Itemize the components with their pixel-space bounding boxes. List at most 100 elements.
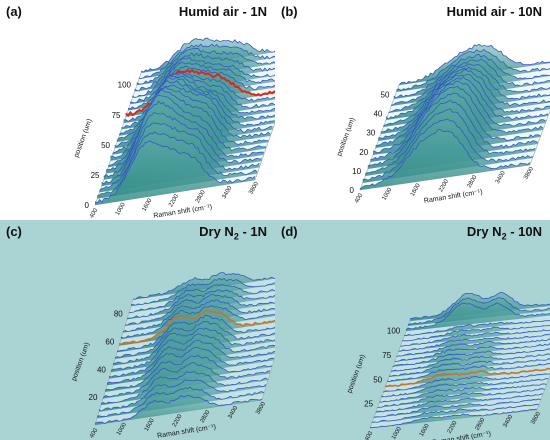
spectrum-line-c-17 <box>128 284 275 314</box>
spectrum-line-b-7 <box>378 76 549 139</box>
spectrum-line-d-14 <box>396 338 550 357</box>
spectrum-fill-d-3 <box>375 393 543 413</box>
y-tick-label-d-0: 25 <box>364 400 373 409</box>
spectrum-line-d-21 <box>409 292 550 319</box>
y-tick-label-a-2: 50 <box>101 141 110 150</box>
spectrum-line-c-13 <box>120 305 275 339</box>
spectrum-line-c-18 <box>130 277 275 306</box>
y-tick-label-c-1: 40 <box>97 365 106 374</box>
spectrum-line-b-6 <box>375 80 546 147</box>
x-tick-label-c-0: 400 <box>89 427 100 439</box>
x-tick-label-c-5: 3400 <box>227 405 239 420</box>
spectrum-line-a-0 <box>94 140 256 204</box>
spectrum-line-a-3 <box>101 112 262 185</box>
spectrum-line-c-2 <box>98 379 267 412</box>
spectrum-line-c-5 <box>104 354 273 391</box>
spectrum-line-a-18 <box>134 52 275 92</box>
waterfall-plot-c: 20 40 60 80 position (um) 400 1000 1600 2200 2800… <box>71 272 275 440</box>
spectrum-line-d-5 <box>379 383 547 403</box>
spectrum-fill-d-15 <box>398 334 550 352</box>
spectrum-line-b-2 <box>365 108 536 175</box>
x-tick-label-c-3: 2200 <box>172 413 184 428</box>
x-tick-label-d-1: 1000 <box>391 426 403 440</box>
spectrum-line-a-19 <box>136 47 275 85</box>
spectrum-fill-d-4 <box>377 388 545 408</box>
spectrum-fill-d-6 <box>381 378 549 398</box>
spectrum-line-d-10 <box>388 358 550 377</box>
y-tick-label-d-2: 75 <box>382 351 391 360</box>
spectrum-line-d-0 <box>369 408 538 429</box>
panel-title-d-sub: 2 <box>501 231 507 242</box>
x-tick-label-d-3: 2200 <box>447 420 459 435</box>
spectrum-line-d-17 <box>402 325 550 342</box>
panel-label-d: (d) <box>281 224 298 239</box>
y-tick-label-c-0: 20 <box>89 393 98 402</box>
y-tick-label-a-1: 25 <box>91 171 100 180</box>
spectrum-line-c-7 <box>108 339 275 378</box>
x-tick-label-a-2: 1600 <box>142 197 154 212</box>
spectrum-line-c-6 <box>106 346 275 384</box>
panel-title-b: Humid air - 10N <box>447 4 542 19</box>
y-axis-label-b: position (um) <box>336 117 356 157</box>
spectrum-line-a-16 <box>130 61 275 104</box>
x-tick-label-c-2: 1600 <box>144 417 156 432</box>
y-tick-label-b-2: 20 <box>359 148 368 157</box>
spectrum-fill-c-0 <box>95 395 262 425</box>
spectrum-line-c-19 <box>132 272 275 300</box>
panel-c: 20 40 60 80 position (um) 400 1000 1600 2200 2800… <box>0 220 275 440</box>
y-tick-label-c-3: 80 <box>114 310 123 319</box>
spectrum-line-d-15 <box>398 333 550 352</box>
spectrum-fill-d-13 <box>394 343 550 362</box>
waterfall-plot-b: 0 10 20 30 40 50 position (um) 400 1000 1600 2200 2… <box>336 43 550 205</box>
x-tick-label-a-0: 400 <box>89 207 100 219</box>
y-tick-label-d-3: 100 <box>387 327 401 336</box>
panel-title-d: Dry N2 - 10N <box>467 224 542 242</box>
panel-b: 0 10 20 30 40 50 position (um) 400 1000 1600 2200 2… <box>275 0 550 220</box>
spectrum-line-d-3 <box>375 393 543 413</box>
x-tick-label-d-5: 3400 <box>502 414 514 429</box>
spectrum-line-d-8 <box>385 367 550 388</box>
spectrum-fill-a-0 <box>95 140 255 205</box>
spectrum-line-c-16 <box>126 289 275 319</box>
spectrum-line-c-12 <box>118 309 275 345</box>
y-tick-label-b-5: 50 <box>381 91 390 100</box>
spectrum-line-a-21 <box>141 37 275 73</box>
y-tick-label-b-4: 40 <box>373 110 382 119</box>
panel-title-d-main: Dry N <box>466 224 502 239</box>
y-tick-label-c-2: 60 <box>105 337 114 346</box>
spectrum-line-b-13 <box>393 53 550 99</box>
x-tick-label-d-2: 1600 <box>419 423 431 438</box>
x-tick-label-b-4: 2800 <box>467 174 479 189</box>
spectrum-line-d-1 <box>371 403 539 423</box>
x-axis-label-c: Raman shift (cm⁻¹) <box>157 424 217 440</box>
x-tick-label-b-2: 1600 <box>410 182 422 197</box>
x-axis-label-d: Raman shift (cm⁻¹) <box>432 431 492 440</box>
spectrum-line-c-11 <box>116 314 275 352</box>
spectrum-fill-d-18 <box>404 320 550 337</box>
waterfall-plot-d: 25 50 75 100 position (um) 400 1000 1600 2200 280… <box>346 292 550 440</box>
panel-title-b-text: Humid air - 10N <box>446 4 542 19</box>
spectrum-line-c-4 <box>102 362 271 399</box>
y-tick-label-a-4: 100 <box>118 81 132 90</box>
spectrum-line-c-0 <box>94 394 263 424</box>
x-tick-label-d-4: 2800 <box>475 417 487 432</box>
spectrum-line-b-1 <box>362 118 533 181</box>
x-tick-label-b-0: 400 <box>354 192 365 204</box>
panel-label-a: (a) <box>6 4 22 19</box>
y-tick-label-a-0: 0 <box>85 201 90 210</box>
spectrum-fill-d-11 <box>390 353 550 372</box>
y-tick-label-b-3: 30 <box>366 129 375 138</box>
spectrum-line-d-7 <box>383 373 550 393</box>
spectrum-line-a-20 <box>138 43 275 80</box>
y-axis-label-d: position (um) <box>346 354 366 394</box>
spectrum-fill-d-2 <box>373 398 541 418</box>
x-tick-label-c-4: 2800 <box>200 409 212 424</box>
spectrum-fill-d-19 <box>406 302 550 332</box>
spectrum-line-b-9 <box>383 69 550 127</box>
spectrum-fill-d-14 <box>396 338 550 357</box>
x-axis-label-b: Raman shift (cm⁻¹) <box>423 189 483 205</box>
panel-title-c: Dry N2 - 1N <box>199 224 267 242</box>
spectrum-line-d-20 <box>407 297 550 325</box>
panel-d: 25 50 75 100 position (um) 400 1000 1600 2200 280… <box>275 220 550 440</box>
panel-title-c-suffix: - 1N <box>238 224 267 239</box>
